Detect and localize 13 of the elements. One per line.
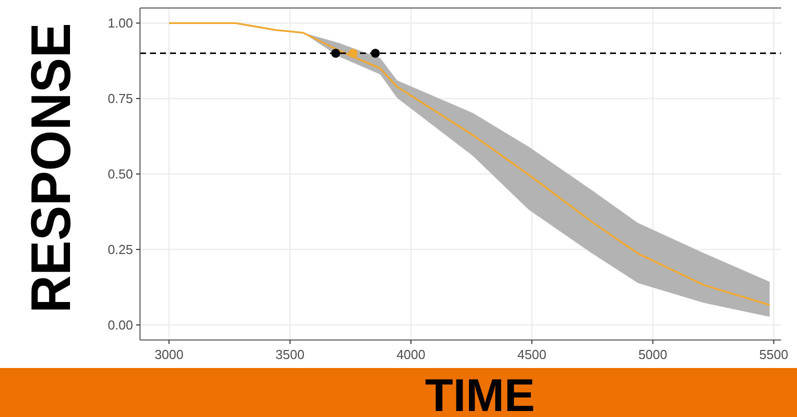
y-tick-label: 0.00 [108, 317, 133, 332]
x-tick-label: 5500 [759, 347, 788, 362]
x-tick-label: 4000 [396, 347, 426, 362]
y-tick-label: 0.50 [108, 166, 133, 182]
x-tick-label: 5000 [638, 347, 668, 362]
x-axis-title: TIME [425, 369, 535, 417]
x-tick-label: 3500 [276, 347, 304, 362]
y-tick-label: 1.00 [108, 16, 133, 31]
y-tick-label: 0.25 [108, 242, 133, 258]
x-tick-label: 4500 [517, 347, 546, 362]
x-tick-label: 3000 [154, 347, 184, 362]
y-tick-label: 0.75 [108, 91, 133, 106]
y-axis-title: RESPONSE [19, 2, 82, 313]
